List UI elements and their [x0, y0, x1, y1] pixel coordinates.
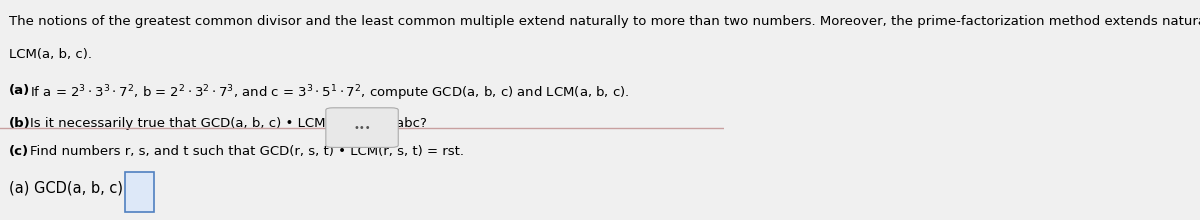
Text: If a = $2^3 \cdot 3^3 \cdot 7^2$, b = $2^2 \cdot 3^2 \cdot 7^3$, and c = $3^3 \c: If a = $2^3 \cdot 3^3 \cdot 7^2$, b = $2…: [30, 84, 630, 103]
FancyBboxPatch shape: [326, 108, 398, 147]
FancyBboxPatch shape: [125, 172, 155, 212]
Text: LCM(a, b, c).: LCM(a, b, c).: [8, 48, 91, 61]
Text: Is it necessarily true that GCD(a, b, c) • LCM(a, b, c) = abc?: Is it necessarily true that GCD(a, b, c)…: [30, 117, 427, 130]
Text: The notions of the greatest common divisor and the least common multiple extend : The notions of the greatest common divis…: [8, 15, 1200, 28]
Text: •••: •••: [353, 123, 371, 133]
Text: Find numbers r, s, and t such that GCD(r, s, t) • LCM(r, s, t) = rst.: Find numbers r, s, and t such that GCD(r…: [30, 145, 464, 158]
Text: (c): (c): [8, 145, 29, 158]
Text: (a) GCD(a, b, c) =: (a) GCD(a, b, c) =: [8, 180, 139, 195]
Text: (a): (a): [8, 84, 30, 97]
Text: (b): (b): [8, 117, 30, 130]
